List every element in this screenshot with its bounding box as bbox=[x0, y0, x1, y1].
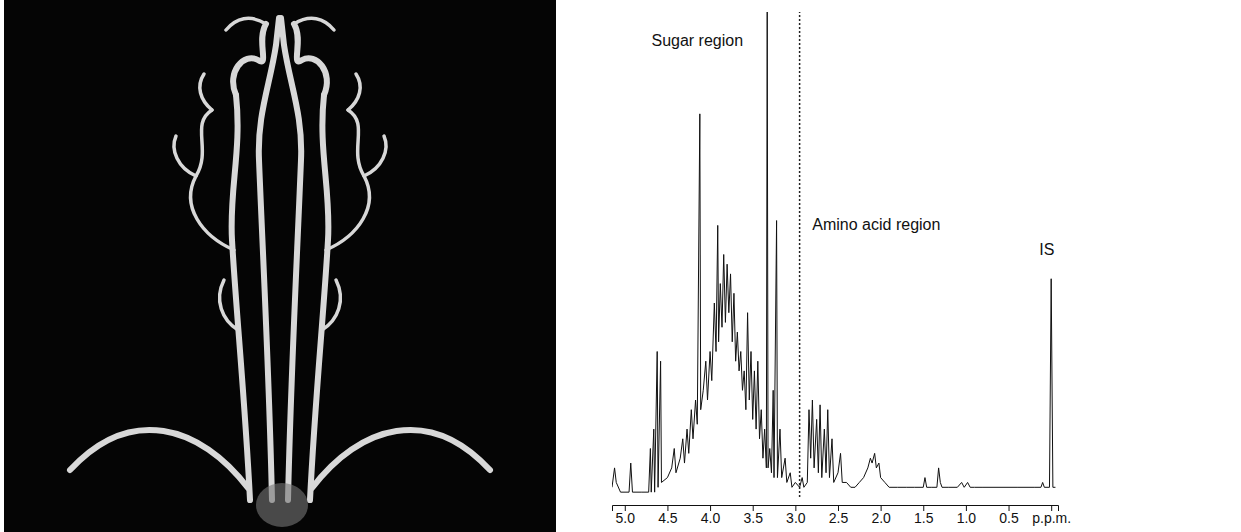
x-tick-label: p.p.m. bbox=[1032, 510, 1071, 526]
x-tick-label: 2.5 bbox=[829, 510, 849, 526]
annotation: IS bbox=[1039, 241, 1054, 258]
x-tick-label: 1.5 bbox=[914, 510, 934, 526]
vessel bbox=[294, 18, 334, 30]
vessel bbox=[294, 24, 327, 95]
x-tick: 2.0 bbox=[871, 505, 891, 526]
x-tick: 4.0 bbox=[701, 505, 721, 526]
annotations: Sugar region Amino acid region IS bbox=[651, 32, 1054, 258]
x-tick: 3.0 bbox=[786, 505, 806, 526]
spectrum-line bbox=[612, 12, 1055, 492]
vessel bbox=[281, 18, 301, 500]
x-tick-label: 5.0 bbox=[616, 510, 636, 526]
vessels-left bbox=[70, 18, 279, 500]
x-tick: 0.5 bbox=[999, 505, 1019, 526]
vessel bbox=[174, 136, 196, 176]
x-tick-label: 4.5 bbox=[658, 510, 678, 526]
x-tick-label: 1.0 bbox=[957, 510, 977, 526]
vessel bbox=[259, 18, 279, 500]
angiogram-panel bbox=[4, 0, 556, 532]
region-divider bbox=[799, 12, 801, 497]
x-tick: 5.0 bbox=[616, 505, 636, 526]
vessel bbox=[312, 430, 490, 488]
figure: 5.0 4.5 4.0 3.5 3.0 2.5 2.0 1.5 1.0 0.5 p.p.m. Suga… bbox=[0, 0, 1241, 532]
x-tick: 3.5 bbox=[743, 505, 763, 526]
vessel bbox=[233, 24, 266, 95]
annotation: Amino acid region bbox=[812, 216, 940, 233]
x-tick-label: 4.0 bbox=[701, 510, 721, 526]
x-axis: 5.0 4.5 4.0 3.5 3.0 2.5 2.0 1.5 1.0 0.5 p.p.m. bbox=[613, 505, 1072, 526]
x-tick: p.p.m. bbox=[1032, 505, 1071, 526]
angiogram-background bbox=[4, 0, 556, 532]
vessel bbox=[200, 74, 212, 110]
vessel bbox=[348, 74, 360, 110]
vessel bbox=[322, 280, 340, 330]
vessel bbox=[310, 95, 328, 500]
vessel bbox=[364, 136, 386, 176]
x-tick: 2.5 bbox=[829, 505, 849, 526]
vessel bbox=[326, 110, 369, 250]
x-tick-label: 0.5 bbox=[999, 510, 1019, 526]
plot-area bbox=[612, 12, 1055, 497]
x-tick: 1.5 bbox=[914, 505, 934, 526]
vessels-right bbox=[281, 18, 490, 500]
x-tick-label: 2.0 bbox=[871, 510, 891, 526]
vessel bbox=[70, 430, 248, 488]
annotation: Sugar region bbox=[651, 32, 743, 49]
vessel bbox=[191, 110, 234, 250]
vessel bbox=[226, 18, 266, 30]
vessel bbox=[220, 280, 238, 330]
vessel bbox=[232, 95, 250, 500]
x-tick: 4.5 bbox=[658, 505, 678, 526]
x-tick: 1.0 bbox=[957, 505, 977, 526]
aortic-arch bbox=[256, 483, 308, 527]
x-tick-label: 3.0 bbox=[786, 510, 806, 526]
x-tick-label: 3.5 bbox=[743, 510, 763, 526]
